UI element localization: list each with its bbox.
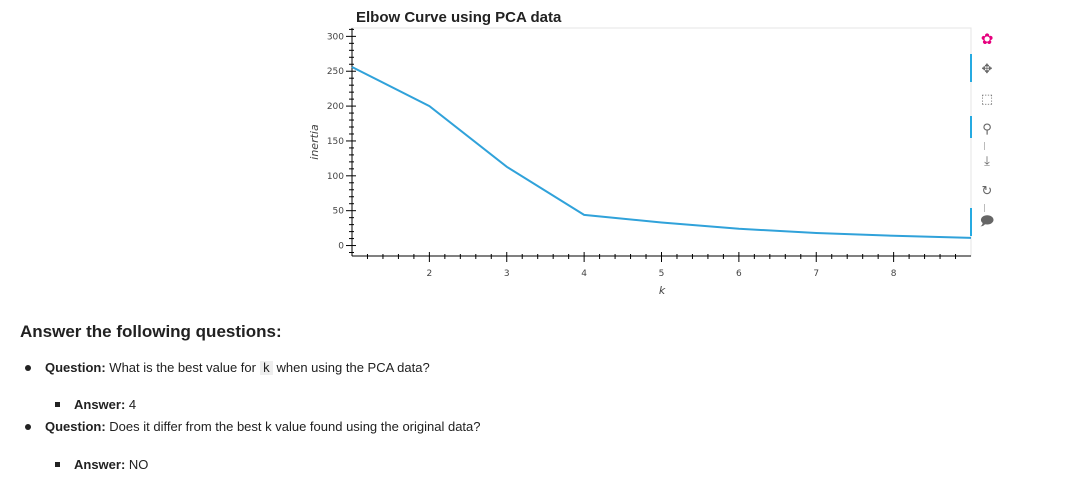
questions-heading: Answer the following questions: [20, 322, 282, 341]
y-tick-label: 100 [327, 172, 344, 182]
question-2-label: Question: [45, 419, 106, 434]
data-point[interactable] [427, 104, 431, 108]
x-tick-label: 2 [427, 269, 433, 279]
question-2: Question: Does it differ from the best k… [25, 419, 481, 434]
question-1-label: Question: [45, 360, 106, 375]
data-point[interactable] [582, 213, 586, 217]
y-tick-label: 0 [338, 242, 344, 252]
bullet-icon [25, 423, 31, 430]
answer-1: Answer: 4 [55, 397, 136, 412]
answer-2-label: Answer: [74, 457, 126, 472]
answer-2: Answer: NO [55, 457, 148, 472]
hover-icon[interactable]: 🗩 [979, 214, 995, 229]
save-icon[interactable]: ⤓ [984, 153, 990, 169]
question-1-text-after: when using the PCA data? [276, 360, 430, 375]
x-tick-label: 7 [813, 269, 819, 279]
active-tool-indicator [970, 54, 972, 82]
toolbar-separator [984, 142, 985, 150]
wheel-zoom-icon[interactable]: ⚲ [982, 121, 992, 137]
data-point[interactable] [892, 234, 896, 238]
chart-svg: Elbow Curve using PCA data 0 50 100 150 200 2… [308, 9, 973, 297]
chart-title: Elbow Curve using PCA data [356, 9, 562, 26]
active-tool-indicator [970, 116, 972, 138]
y-tick-label: 150 [327, 137, 344, 147]
y-axis-title: inertia [308, 124, 321, 160]
answer-1-label: Answer: [74, 397, 126, 412]
question-1-code: k [259, 361, 273, 375]
toolbar-separator [984, 204, 985, 212]
box-zoom-icon[interactable]: ⬚ [980, 91, 994, 107]
answer-2-value: NO [128, 457, 149, 472]
x-tick-label: 3 [504, 269, 510, 279]
y-tick-label: 250 [327, 67, 344, 77]
data-point[interactable] [505, 165, 509, 169]
x-tick-label: 6 [736, 269, 742, 279]
x-axis-title: k [659, 284, 666, 297]
answer-1-value: 4 [128, 397, 137, 412]
bullet-icon [25, 364, 31, 371]
question-1-text-before: What is the best value for [109, 360, 256, 375]
chart-series[interactable] [350, 65, 973, 240]
bokeh-logo-icon[interactable]: ✿ [980, 30, 994, 48]
x-tick-label: 8 [891, 269, 897, 279]
data-point[interactable] [660, 221, 664, 225]
question-2-text: Does it differ from the best k value fou… [109, 419, 481, 434]
bullet-icon [55, 462, 60, 468]
pan-icon[interactable]: ✥ [981, 61, 993, 77]
x-tick-label: 5 [659, 269, 665, 279]
question-1: Question: What is the best value for k w… [25, 360, 430, 375]
y-tick-label: 300 [327, 32, 344, 42]
x-tick-label: 4 [581, 269, 587, 279]
y-tick-label: 50 [333, 207, 345, 217]
active-tool-indicator [970, 208, 972, 236]
reset-icon[interactable]: ↻ [981, 183, 993, 199]
chart-ticks: 0 50 100 150 200 250 300 2 3 4 5 6 7 8 [327, 28, 957, 279]
bullet-icon [55, 402, 60, 408]
inertia-line[interactable] [351, 66, 972, 239]
data-point[interactable] [969, 236, 973, 240]
data-point[interactable] [814, 231, 818, 235]
y-tick-label: 200 [327, 102, 344, 112]
data-point[interactable] [350, 65, 354, 69]
data-point[interactable] [737, 227, 741, 231]
